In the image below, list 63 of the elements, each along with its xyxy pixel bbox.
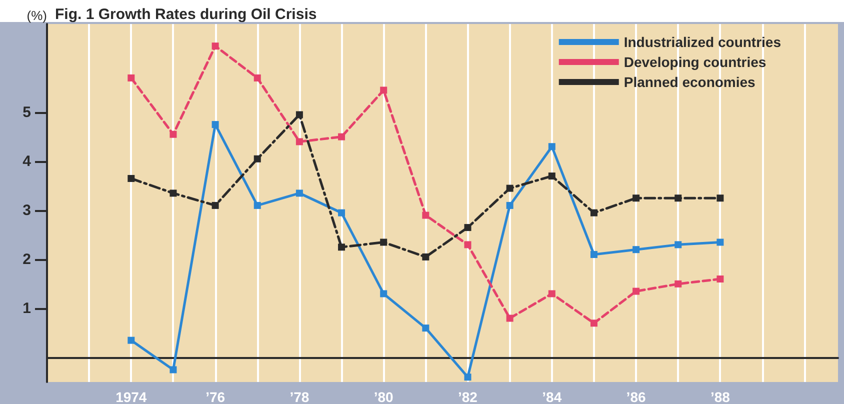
point	[296, 138, 303, 146]
point	[632, 246, 640, 254]
point	[170, 366, 177, 374]
y-tick-label: 1	[22, 300, 31, 317]
point	[170, 130, 177, 138]
point	[422, 253, 430, 260]
x-tick-label: ’80	[374, 389, 394, 404]
point	[128, 74, 135, 82]
y-tick-label: 3	[22, 202, 31, 219]
point	[212, 121, 219, 128]
point	[254, 155, 261, 162]
x-tick-label: ’78	[290, 389, 310, 404]
x-tick-label: ’88	[710, 389, 730, 404]
point	[716, 238, 724, 246]
x-tick-label: 1974	[116, 389, 147, 404]
legend-label: Planned economies	[624, 74, 756, 90]
point	[212, 42, 219, 50]
point	[674, 241, 682, 248]
point	[632, 194, 640, 202]
x-tick-label: ’86	[626, 389, 646, 404]
point	[338, 244, 346, 251]
x-tick-label: ’76	[206, 389, 226, 404]
point	[548, 143, 556, 150]
point	[506, 314, 514, 322]
point	[464, 374, 472, 381]
point	[380, 86, 388, 94]
point	[590, 250, 598, 258]
point	[212, 202, 219, 209]
point	[716, 276, 724, 283]
point	[506, 184, 514, 192]
point	[380, 238, 388, 246]
y-tick-label: 2	[22, 250, 31, 268]
point	[548, 172, 556, 180]
point	[590, 320, 598, 327]
point	[254, 74, 261, 82]
point	[464, 224, 472, 232]
legend-label: Developing countries	[624, 54, 766, 70]
point	[128, 336, 135, 344]
point	[254, 202, 261, 209]
y-axis-title: (%)	[26, 8, 47, 23]
point	[674, 280, 682, 288]
point	[548, 290, 556, 298]
point	[338, 209, 346, 216]
point	[338, 133, 346, 140]
x-tick-label: ’82	[458, 389, 478, 404]
y-tick-label: 4	[22, 152, 32, 170]
point	[716, 194, 724, 202]
point	[380, 290, 388, 298]
point	[296, 111, 303, 118]
point	[422, 212, 430, 219]
point	[128, 174, 135, 182]
point	[422, 324, 430, 332]
point	[296, 190, 303, 197]
point	[506, 202, 514, 209]
y-tick-label: 5	[22, 104, 31, 121]
point	[590, 209, 598, 216]
legend-label: Industrialized countries	[624, 34, 782, 50]
point	[464, 241, 472, 248]
point	[674, 194, 682, 202]
chart-title: Fig. 1 Growth Rates during Oil Crisis	[55, 6, 317, 23]
x-tick-label: ’84	[542, 389, 562, 404]
point	[170, 190, 177, 197]
point	[632, 288, 640, 295]
